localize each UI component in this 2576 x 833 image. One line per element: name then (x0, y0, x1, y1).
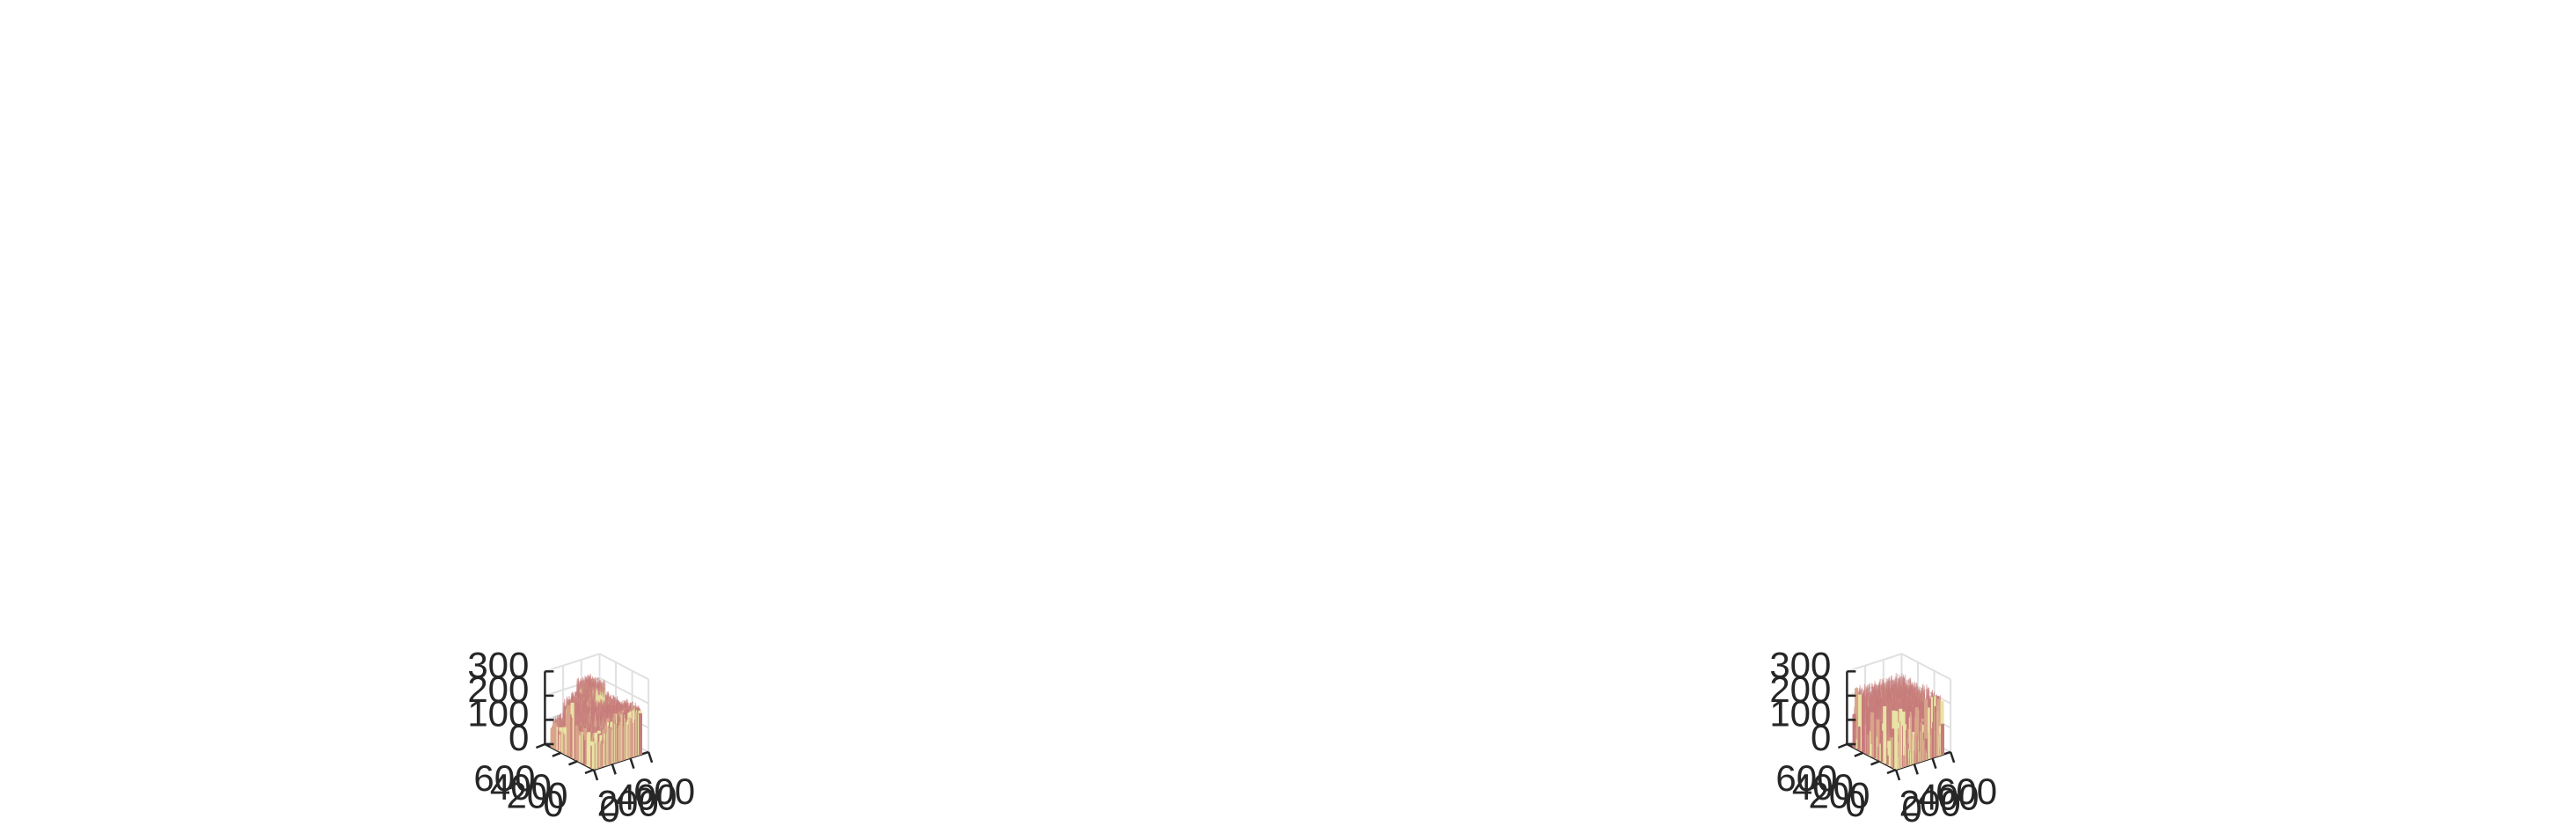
y-tick-mark (1870, 760, 1880, 766)
y-tick-mark (568, 760, 578, 766)
y-tick-label: 0 (1845, 783, 1865, 824)
x-tick-mark (647, 751, 654, 764)
y-tick-mark (535, 742, 545, 749)
z-tick-label: 100 (467, 692, 529, 734)
z-tick-label: 200 (1769, 669, 1831, 710)
x-tick-mark (1913, 763, 1919, 775)
grid-line (1847, 653, 1902, 673)
y-tick-label: 400 (490, 766, 552, 807)
y-tick-label: 400 (1792, 766, 1854, 807)
z-tick-label: 200 (467, 669, 529, 710)
y-tick-mark (1886, 768, 1897, 775)
x-tick-mark (1931, 757, 1937, 769)
z-tick-label: 0 (1811, 717, 1831, 758)
y-tick-label: 600 (473, 757, 535, 799)
y-tick-mark (1837, 742, 1848, 749)
grid-line (599, 676, 649, 705)
x-tick-mark (1949, 751, 1956, 764)
y-tick-mark (1854, 751, 1864, 757)
x-tick-label: 200 (1899, 782, 1961, 823)
y-axis-line (544, 742, 595, 771)
x-tick-label: 0 (599, 788, 619, 829)
y-tick-label: 200 (1808, 774, 1870, 815)
x-tick-label: 600 (1936, 771, 1997, 812)
z-tick-label: 0 (509, 717, 529, 758)
z-tick-label: 300 (1769, 644, 1831, 685)
y-tick-label: 200 (506, 774, 567, 815)
surface-mesh (550, 673, 642, 770)
grid-line (599, 653, 649, 681)
x-tick-mark (1894, 769, 1901, 781)
y-tick-mark (552, 751, 562, 757)
x-tick-mark (629, 757, 635, 769)
x-tick-label: 0 (1901, 788, 1921, 829)
y-axis-line (1846, 742, 1897, 771)
grid-line (545, 653, 600, 673)
x-tick-label: 400 (1917, 777, 1979, 818)
y-tick-label: 600 (1775, 757, 1837, 799)
x-tick-label: 400 (615, 777, 677, 818)
x-tick-mark (611, 763, 617, 775)
x-tick-mark (592, 769, 599, 781)
y-tick-mark (584, 768, 595, 775)
x-tick-label: 600 (633, 771, 695, 812)
y-tick-label: 0 (543, 783, 563, 824)
z-tick-label: 300 (467, 644, 529, 685)
grid-line (1901, 653, 1951, 681)
surface-mesh (1852, 673, 1944, 770)
x-tick-label: 200 (597, 782, 659, 823)
z-tick-label: 100 (1769, 692, 1831, 734)
